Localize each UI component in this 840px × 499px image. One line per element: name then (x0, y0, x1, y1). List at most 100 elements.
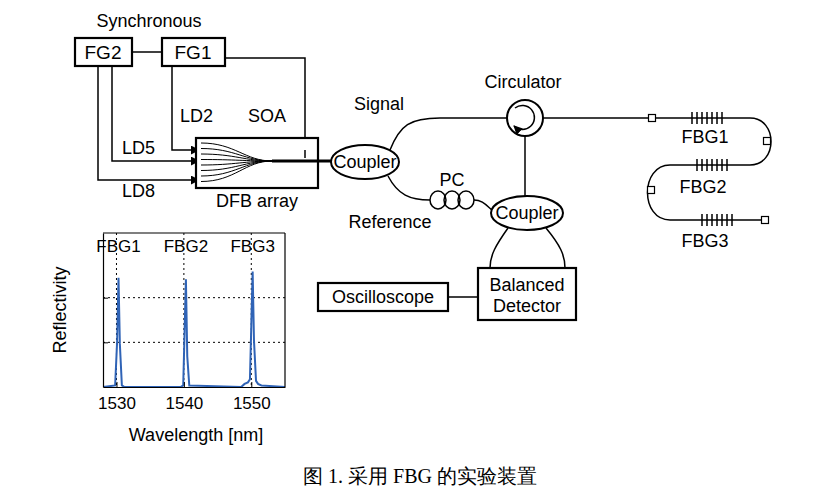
circulator-arrow (514, 105, 534, 129)
grating-line (691, 112, 693, 124)
node-label: FG2 (85, 42, 122, 63)
fg2-box (75, 38, 132, 66)
scope-cable (448, 296, 478, 298)
signal-label: LD5 (122, 138, 155, 158)
y-axis-line (103, 234, 104, 388)
y-axis (103, 234, 108, 388)
circulator-fiber (524, 136, 526, 196)
title: Synchronous (96, 11, 201, 31)
node-label: DFB array (216, 191, 298, 211)
pc-loop (458, 191, 474, 209)
grating-line (701, 214, 703, 226)
signal-label: LD2 (180, 106, 213, 126)
grating-fiber (543, 118, 771, 220)
grating-line (701, 112, 703, 124)
grating-line (731, 214, 733, 226)
x-tick-mark (184, 382, 185, 387)
sync-wire (132, 51, 162, 53)
dfb-fiber (201, 161, 272, 182)
node-label-line: Detector (493, 296, 561, 316)
peak-label: FBG2 (164, 237, 208, 256)
y-tick (103, 298, 108, 299)
y-axis-title: Reflectivity (50, 266, 70, 353)
peak-label: FBG1 (96, 237, 140, 256)
path-label: Reference (348, 212, 431, 232)
signal-label: LD8 (122, 181, 155, 201)
node-label: Circulator (484, 72, 561, 92)
grating-label: FBG1 (681, 127, 728, 147)
x-tick: 1550 (233, 382, 271, 413)
x-axis-title: Wavelength [nm] (129, 425, 263, 445)
x-tick-label: 1550 (233, 394, 271, 413)
spectrum-line (103, 272, 285, 388)
grating-line (696, 159, 698, 171)
plot-area (103, 272, 285, 388)
grating-line (706, 112, 708, 124)
grating-line (726, 214, 728, 226)
signal-fiber (390, 118, 507, 150)
soa-link (304, 150, 306, 158)
fg1-box (162, 38, 225, 66)
detector-fiber (490, 228, 508, 268)
detector-fiber (546, 228, 565, 268)
y-tick (103, 342, 108, 343)
grid-line (103, 342, 285, 343)
node-label: PC (439, 170, 464, 190)
grating-line (711, 112, 713, 124)
coupler (491, 196, 563, 230)
grating-line (701, 159, 703, 171)
setup-figure: SynchronousFG2FG1LD2SOALD5LD8DFB arrayCo… (0, 0, 840, 499)
dfb-fiber (201, 149, 272, 162)
grating-line (706, 214, 708, 226)
node-label-line: Balanced (489, 275, 564, 295)
grating-line (721, 159, 723, 171)
grating-line (721, 112, 723, 124)
grating-line (706, 159, 708, 171)
circulator (507, 100, 543, 136)
node-label: Coupler (333, 152, 396, 172)
coupler (331, 145, 399, 179)
dfb-fiber (201, 154, 272, 161)
node-label: FG1 (175, 42, 212, 63)
reference-fiber (388, 176, 430, 200)
soa-wire (225, 58, 305, 150)
detector-box (478, 268, 576, 320)
node-label: Oscilloscope (332, 287, 434, 307)
dfb-output (272, 160, 332, 163)
x-tick-label: 1540 (165, 394, 203, 413)
x-tick-mark (251, 382, 252, 387)
grating-line (716, 112, 718, 124)
node-label: Coupler (495, 203, 558, 223)
y-tick-mark (103, 298, 108, 299)
x-axis: 1530 1540 1550 (98, 382, 285, 413)
grating-label: FBG2 (679, 177, 726, 197)
path-label: Signal (354, 94, 404, 114)
grating-line (711, 159, 713, 171)
oscilloscope-box (318, 283, 448, 311)
x-axis-line (104, 387, 286, 388)
connector (764, 138, 771, 145)
grating-label: FBG3 (681, 231, 728, 251)
connector (649, 115, 656, 122)
x-tick-label: 1530 (98, 394, 136, 413)
grating-line (721, 214, 723, 226)
grid-line (103, 297, 285, 298)
plot-frame (103, 232, 285, 233)
node-label: BalancedDetector (489, 275, 564, 316)
grating-line (711, 214, 713, 226)
dfb-box (196, 138, 318, 188)
grating-line (696, 112, 698, 124)
connector (648, 187, 655, 194)
dfb-fiber (201, 161, 272, 176)
caption: 图 1. 采用 FBG 的实验装置 (303, 465, 537, 487)
connector (762, 217, 769, 224)
y-tick-mark (103, 342, 108, 343)
inset-chart: 1530 1540 1550 FBG1 FBG2 FBG3 Wavelength [nm] R… (50, 233, 286, 445)
dfb-fiber (201, 143, 272, 161)
x-tick-mark (116, 382, 117, 387)
grating-line (716, 159, 718, 171)
x-tick: 1540 (165, 382, 203, 413)
peak-label: FBG3 (230, 237, 274, 256)
grating-line (726, 159, 728, 171)
plot-frame (284, 233, 285, 387)
